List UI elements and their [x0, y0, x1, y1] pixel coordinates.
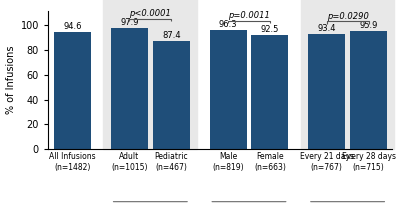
Bar	[252, 35, 288, 149]
Bar	[153, 41, 190, 149]
Text: p<0.0001: p<0.0001	[129, 9, 171, 19]
Bar	[210, 30, 246, 149]
Text: 93.4: 93.4	[318, 24, 336, 33]
Text: 94.6: 94.6	[64, 22, 82, 31]
Bar	[301, 0, 394, 149]
Text: p=0.0011: p=0.0011	[228, 12, 270, 20]
Text: 97.9: 97.9	[120, 18, 139, 27]
Bar	[350, 30, 387, 149]
Bar	[54, 32, 91, 149]
Text: 87.4: 87.4	[162, 31, 181, 40]
Text: 96.3: 96.3	[219, 20, 237, 29]
Text: 92.5: 92.5	[261, 25, 279, 34]
Bar	[104, 0, 197, 149]
Text: p=0.0290: p=0.0290	[327, 12, 368, 21]
Bar	[308, 34, 345, 149]
Text: 95.9: 95.9	[359, 21, 378, 30]
Bar	[111, 28, 148, 149]
Y-axis label: % of Infusions: % of Infusions	[6, 46, 16, 114]
